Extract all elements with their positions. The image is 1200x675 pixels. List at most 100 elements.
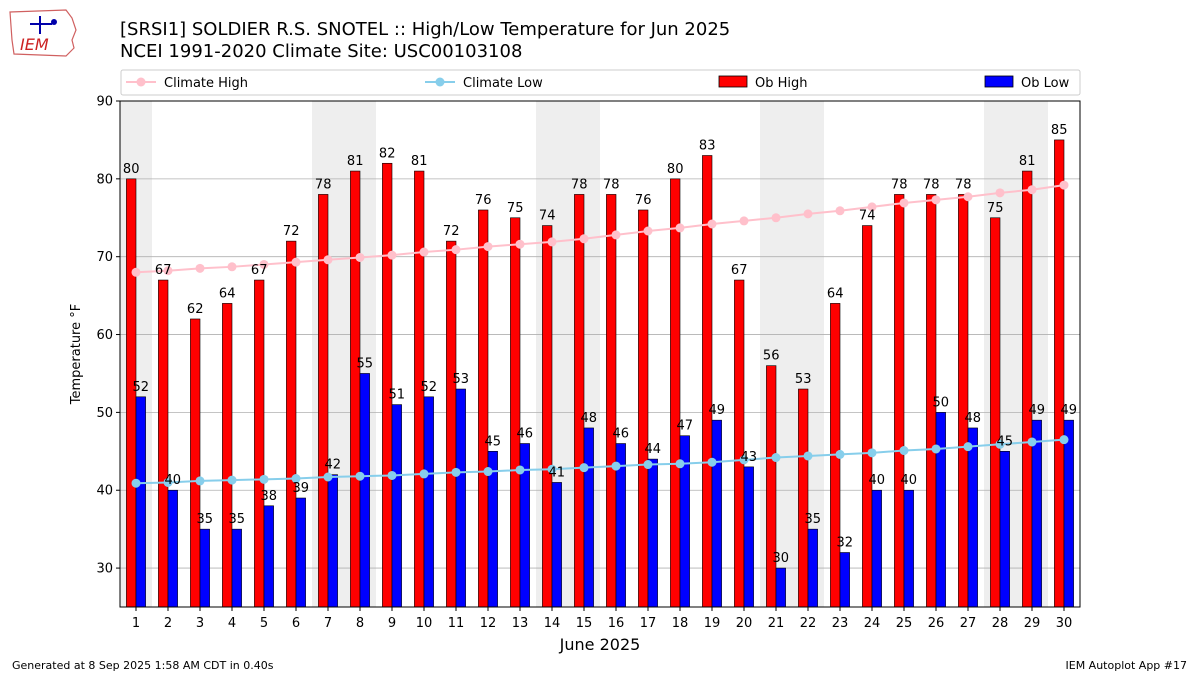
ob-high-bar-2 — [158, 279, 169, 608]
ob-low-bar-24 — [871, 489, 882, 608]
x-tick-label-9: 9 — [388, 616, 396, 631]
climate-high-point-28 — [995, 188, 1005, 198]
ob-high-bar-17 — [638, 209, 649, 608]
ob-high-bar-12 — [478, 209, 489, 608]
ob-high-label-23: 64 — [827, 286, 844, 301]
legend-label-climate-high: Climate High — [164, 76, 248, 91]
ob-high-label-18: 80 — [667, 162, 684, 177]
climate-high-point-2 — [163, 266, 173, 276]
ob-low-label-26: 50 — [933, 395, 950, 410]
ob-high-label-15: 78 — [571, 177, 588, 192]
ob-high-label-8: 81 — [347, 154, 364, 169]
ob-low-bar-6 — [295, 497, 306, 608]
ob-low-bar-10 — [423, 396, 434, 608]
climate-high-point-18 — [675, 223, 685, 233]
ob-high-bar-25 — [894, 194, 905, 608]
climate-high-point-30 — [1059, 180, 1069, 190]
ob-low-label-21: 30 — [773, 551, 790, 566]
ob-low-label-17: 44 — [645, 442, 662, 457]
x-tick-label-4: 4 — [228, 616, 236, 631]
x-tick-label-25: 25 — [896, 616, 913, 631]
climate-low-point-16 — [611, 461, 621, 471]
climate-low-point-2 — [163, 477, 173, 487]
climate-low-point-13 — [515, 465, 525, 475]
x-tick-label-23: 23 — [832, 616, 849, 631]
x-axis-label: June 2025 — [559, 635, 641, 654]
ob-low-label-28: 45 — [997, 434, 1014, 449]
climate-low-point-21 — [771, 453, 781, 463]
legend-label-ob-high: Ob High — [755, 76, 808, 91]
climate-low-point-23 — [835, 449, 845, 459]
ob-high-bar-20 — [734, 279, 745, 608]
climate-low-point-26 — [931, 444, 941, 454]
ob-low-label-3: 35 — [197, 512, 214, 527]
x-tick-label-10: 10 — [416, 616, 433, 631]
ob-high-bar-4 — [222, 303, 233, 608]
ob-high-label-12: 76 — [475, 193, 492, 208]
climate-high-point-11 — [451, 245, 461, 255]
ob-low-bar-14 — [551, 482, 562, 608]
climate-low-point-18 — [675, 459, 685, 469]
climate-low-point-24 — [867, 448, 877, 458]
iowa-outline-icon — [9, 9, 77, 57]
legend-label-climate-low: Climate Low — [463, 76, 543, 91]
climate-low-point-25 — [899, 446, 909, 456]
y-axis-label: Temperature °F — [69, 304, 84, 405]
ob-low-bar-4 — [231, 528, 242, 608]
x-tick-label-21: 21 — [768, 616, 785, 631]
climate-high-point-23 — [835, 206, 845, 216]
climate-high-line — [135, 184, 1065, 274]
ob-high-bar-28 — [990, 217, 1001, 608]
climate-low-point-17 — [643, 460, 653, 470]
ob-high-bar-6 — [286, 240, 297, 608]
ob-low-label-10: 52 — [421, 380, 438, 395]
ob-low-label-5: 38 — [261, 489, 278, 504]
climate-low-point-30 — [1059, 435, 1069, 445]
ob-high-label-28: 75 — [987, 201, 1004, 216]
ob-low-bar-8 — [359, 373, 370, 608]
ob-high-bar-21 — [766, 365, 777, 608]
climate-low-point-14 — [547, 464, 557, 474]
climate-high-point-27 — [963, 192, 973, 202]
climate-high-point-16 — [611, 230, 621, 240]
ob-low-label-24: 40 — [869, 473, 886, 488]
x-tick-label-2: 2 — [164, 616, 172, 631]
climate-low-point-3 — [195, 476, 205, 486]
ob-low-label-7: 42 — [325, 458, 342, 473]
climate-high-point-8 — [355, 252, 365, 262]
x-tick-label-7: 7 — [324, 616, 332, 631]
legend-ob-low-swatch — [984, 75, 1014, 88]
x-tick-label-6: 6 — [292, 616, 300, 631]
climate-low-point-27 — [963, 442, 973, 452]
logo-text: IEM — [20, 35, 49, 54]
ob-high-label-3: 62 — [187, 302, 204, 317]
x-tick-label-16: 16 — [608, 616, 625, 631]
climate-high-point-5 — [259, 259, 269, 269]
x-tick-label-15: 15 — [576, 616, 593, 631]
ob-low-label-1: 52 — [133, 380, 150, 395]
y-tick-label-30: 30 — [96, 562, 113, 577]
ob-low-bar-17 — [647, 458, 658, 608]
ob-low-bar-3 — [199, 528, 210, 608]
ob-low-label-23: 32 — [837, 536, 854, 551]
climate-high-point-22 — [803, 209, 813, 219]
ob-low-bar-27 — [967, 427, 978, 608]
climate-low-point-28 — [995, 439, 1005, 449]
ob-low-bar-22 — [807, 528, 818, 608]
ob-high-bar-16 — [606, 194, 617, 608]
ob-low-label-25: 40 — [901, 473, 918, 488]
climate-high-point-17 — [643, 226, 653, 236]
footer-generated: Generated at 8 Sep 2025 1:58 AM CDT in 0… — [12, 659, 274, 672]
ob-low-label-2: 40 — [165, 473, 182, 488]
climate-high-point-21 — [771, 213, 781, 223]
ob-high-bar-29 — [1022, 170, 1033, 608]
ob-high-label-5: 67 — [251, 263, 268, 278]
y-tick-label-90: 90 — [96, 95, 113, 110]
legend-ob-high-swatch — [718, 75, 748, 88]
climate-low-point-7 — [323, 472, 333, 482]
x-tick-label-22: 22 — [800, 616, 817, 631]
x-tick-label-26: 26 — [928, 616, 945, 631]
ob-high-label-25: 78 — [891, 177, 908, 192]
ob-high-label-29: 81 — [1019, 154, 1036, 169]
legend-climate-low-marker — [435, 77, 445, 87]
